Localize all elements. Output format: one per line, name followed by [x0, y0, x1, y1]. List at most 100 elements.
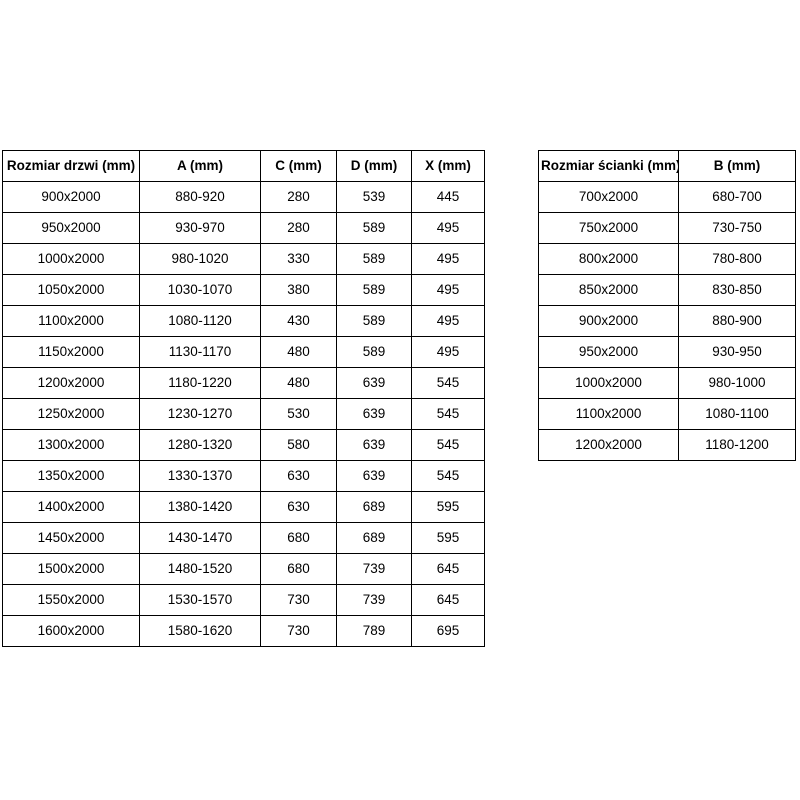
door-table-body: 900x2000 880-920 280 539 445 950x2000 930-970 2… [2, 181, 485, 647]
table-row: 900x2000 880-900 [538, 305, 796, 337]
table-row: 1250x2000 1230-1270 530 639 545 [2, 398, 485, 430]
table-cell: 780-800 [678, 243, 796, 275]
table-row: 1600x2000 1580-1620 730 789 695 [2, 615, 485, 647]
table-cell: 480 [260, 367, 337, 399]
table-cell: 630 [260, 491, 337, 523]
table-cell: 545 [411, 398, 485, 430]
table-cell: 980-1020 [139, 243, 261, 275]
table-row: 1050x2000 1030-1070 380 589 495 [2, 274, 485, 306]
table-cell: 1180-1220 [139, 367, 261, 399]
table-cell: 1480-1520 [139, 553, 261, 585]
table-cell: 900x2000 [538, 305, 679, 337]
table-cell: 1050x2000 [2, 274, 140, 306]
table-cell: 1500x2000 [2, 553, 140, 585]
column-header: C (mm) [260, 150, 337, 182]
table-cell: 495 [411, 274, 485, 306]
table-cell: 530 [260, 398, 337, 430]
wall-table-body: 700x2000 680-700 750x2000 730-750 800x2000 78… [538, 181, 796, 461]
table-row: 900x2000 880-920 280 539 445 [2, 181, 485, 213]
table-cell: 880-920 [139, 181, 261, 213]
table-row: 1200x2000 1180-1200 [538, 429, 796, 461]
table-cell: 1580-1620 [139, 615, 261, 647]
table-cell: 1130-1170 [139, 336, 261, 368]
wall-table-header-row: Rozmiar ścianki (mm) B (mm) [538, 150, 796, 182]
table-cell: 1280-1320 [139, 429, 261, 461]
table-cell: 900x2000 [2, 181, 140, 213]
table-cell: 1530-1570 [139, 584, 261, 616]
table-cell: 950x2000 [2, 212, 140, 244]
table-cell: 1100x2000 [2, 305, 140, 337]
wall-size-table: Rozmiar ścianki (mm) B (mm) 700x2000 680-7… [538, 150, 796, 461]
table-cell: 1200x2000 [2, 367, 140, 399]
table-cell: 445 [411, 181, 485, 213]
column-header: X (mm) [411, 150, 485, 182]
table-cell: 1350x2000 [2, 460, 140, 492]
table-row: 1000x2000 980-1000 [538, 367, 796, 399]
table-row: 750x2000 730-750 [538, 212, 796, 244]
table-row: 1100x2000 1080-1100 [538, 398, 796, 430]
table-cell: 539 [336, 181, 412, 213]
door-size-table: Rozmiar drzwi (mm) A (mm) C (mm) D (mm) X (m… [2, 150, 485, 647]
table-cell: 700x2000 [538, 181, 679, 213]
table-cell: 750x2000 [538, 212, 679, 244]
table-cell: 1230-1270 [139, 398, 261, 430]
table-cell: 280 [260, 181, 337, 213]
table-cell: 680-700 [678, 181, 796, 213]
table-cell: 980-1000 [678, 367, 796, 399]
table-cell: 595 [411, 522, 485, 554]
table-cell: 495 [411, 305, 485, 337]
table-cell: 689 [336, 522, 412, 554]
table-cell: 495 [411, 243, 485, 275]
table-cell: 430 [260, 305, 337, 337]
table-cell: 1250x2000 [2, 398, 140, 430]
table-cell: 589 [336, 305, 412, 337]
table-cell: 545 [411, 460, 485, 492]
table-cell: 545 [411, 367, 485, 399]
table-cell: 580 [260, 429, 337, 461]
table-row: 1450x2000 1430-1470 680 689 595 [2, 522, 485, 554]
table-cell: 850x2000 [538, 274, 679, 306]
table-cell: 1550x2000 [2, 584, 140, 616]
table-cell: 1080-1120 [139, 305, 261, 337]
table-row: 1500x2000 1480-1520 680 739 645 [2, 553, 485, 585]
table-cell: 480 [260, 336, 337, 368]
table-cell: 495 [411, 212, 485, 244]
column-header: B (mm) [678, 150, 796, 182]
table-cell: 1200x2000 [538, 429, 679, 461]
door-table-header-row: Rozmiar drzwi (mm) A (mm) C (mm) D (mm) X (m… [2, 150, 485, 182]
table-cell: 495 [411, 336, 485, 368]
table-cell: 789 [336, 615, 412, 647]
table-row: 1100x2000 1080-1120 430 589 495 [2, 305, 485, 337]
table-cell: 380 [260, 274, 337, 306]
table-cell: 1400x2000 [2, 491, 140, 523]
table-cell: 739 [336, 584, 412, 616]
table-row: 1350x2000 1330-1370 630 639 545 [2, 460, 485, 492]
table-cell: 1450x2000 [2, 522, 140, 554]
column-header: A (mm) [139, 150, 261, 182]
table-row: 850x2000 830-850 [538, 274, 796, 306]
table-cell: 689 [336, 491, 412, 523]
table-cell: 1300x2000 [2, 429, 140, 461]
table-cell: 1150x2000 [2, 336, 140, 368]
column-header: Rozmiar drzwi (mm) [2, 150, 140, 182]
table-cell: 645 [411, 553, 485, 585]
table-cell: 639 [336, 460, 412, 492]
table-cell: 830-850 [678, 274, 796, 306]
table-cell: 680 [260, 522, 337, 554]
table-cell: 545 [411, 429, 485, 461]
table-cell: 930-950 [678, 336, 796, 368]
table-cell: 950x2000 [538, 336, 679, 368]
table-cell: 680 [260, 553, 337, 585]
table-row: 1300x2000 1280-1320 580 639 545 [2, 429, 485, 461]
table-cell: 930-970 [139, 212, 261, 244]
table-cell: 330 [260, 243, 337, 275]
table-cell: 589 [336, 336, 412, 368]
table-cell: 1430-1470 [139, 522, 261, 554]
table-row: 1400x2000 1380-1420 630 689 595 [2, 491, 485, 523]
table-cell: 1000x2000 [538, 367, 679, 399]
table-cell: 589 [336, 212, 412, 244]
table-cell: 639 [336, 429, 412, 461]
table-cell: 695 [411, 615, 485, 647]
table-cell: 1000x2000 [2, 243, 140, 275]
